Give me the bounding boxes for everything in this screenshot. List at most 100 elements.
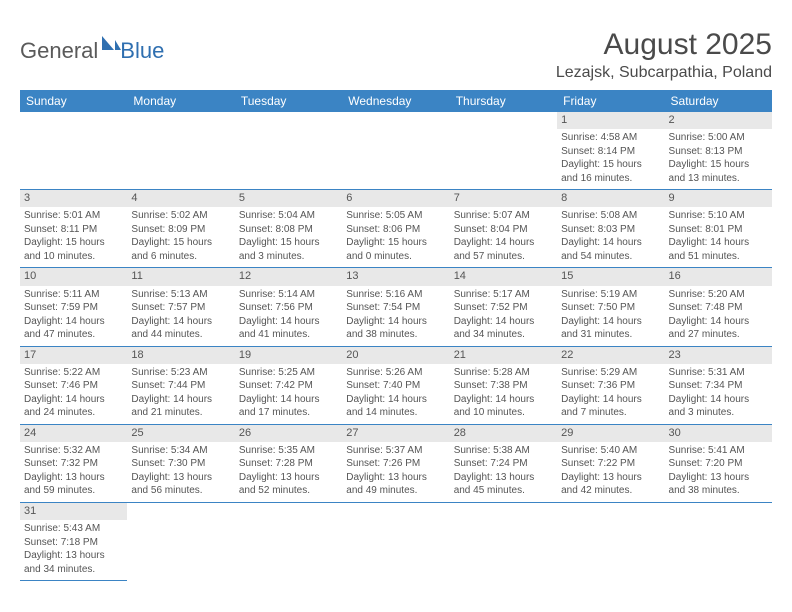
- day-number: 23: [665, 347, 772, 364]
- day-line-sr: Sunrise: 5:01 AM: [24, 209, 123, 223]
- day-line-sr: Sunrise: 5:16 AM: [346, 288, 445, 302]
- day-line-d2: and 34 minutes.: [24, 563, 123, 577]
- day-details: Sunrise: 5:08 AMSunset: 8:03 PMDaylight:…: [557, 207, 664, 267]
- day-line-d1: Daylight: 13 hours: [239, 471, 338, 485]
- calendar-day: 2Sunrise: 5:00 AMSunset: 8:13 PMDaylight…: [665, 112, 772, 190]
- calendar-empty: [127, 112, 234, 190]
- day-line-d2: and 51 minutes.: [669, 250, 768, 264]
- day-line-d2: and 54 minutes.: [561, 250, 660, 264]
- day-line-sr: Sunrise: 5:41 AM: [669, 444, 768, 458]
- day-line-d2: and 3 minutes.: [239, 250, 338, 264]
- day-line-ss: Sunset: 7:42 PM: [239, 379, 338, 393]
- day-line-ss: Sunset: 7:59 PM: [24, 301, 123, 315]
- day-line-d1: Daylight: 14 hours: [454, 393, 553, 407]
- day-line-ss: Sunset: 7:56 PM: [239, 301, 338, 315]
- day-number: 1: [557, 112, 664, 129]
- day-number: 14: [450, 268, 557, 285]
- day-details: Sunrise: 5:11 AMSunset: 7:59 PMDaylight:…: [20, 286, 127, 346]
- day-line-sr: Sunrise: 5:17 AM: [454, 288, 553, 302]
- weekday-header: Wednesday: [342, 90, 449, 112]
- day-number: 12: [235, 268, 342, 285]
- day-line-d1: Daylight: 15 hours: [561, 158, 660, 172]
- calendar-day: 24Sunrise: 5:32 AMSunset: 7:32 PMDayligh…: [20, 424, 127, 502]
- calendar-empty: [235, 502, 342, 580]
- day-line-d1: Daylight: 14 hours: [454, 236, 553, 250]
- day-number: 11: [127, 268, 234, 285]
- day-number: 9: [665, 190, 772, 207]
- day-line-d1: Daylight: 14 hours: [131, 393, 230, 407]
- calendar-empty: [235, 112, 342, 190]
- calendar-day: 31Sunrise: 5:43 AMSunset: 7:18 PMDayligh…: [20, 502, 127, 580]
- calendar-empty: [342, 112, 449, 190]
- calendar-empty: [20, 112, 127, 190]
- day-details: Sunrise: 5:37 AMSunset: 7:26 PMDaylight:…: [342, 442, 449, 502]
- day-line-d1: Daylight: 14 hours: [561, 236, 660, 250]
- day-line-ss: Sunset: 7:32 PM: [24, 457, 123, 471]
- sail-icon: [100, 34, 122, 57]
- day-line-sr: Sunrise: 5:40 AM: [561, 444, 660, 458]
- day-line-ss: Sunset: 7:48 PM: [669, 301, 768, 315]
- day-line-ss: Sunset: 8:06 PM: [346, 223, 445, 237]
- calendar-empty: [450, 112, 557, 190]
- day-line-d2: and 47 minutes.: [24, 328, 123, 342]
- page-title: August 2025: [556, 28, 772, 62]
- calendar-day: 1Sunrise: 4:58 AMSunset: 8:14 PMDaylight…: [557, 112, 664, 190]
- calendar-empty: [665, 502, 772, 580]
- calendar-empty: [342, 502, 449, 580]
- day-line-sr: Sunrise: 5:19 AM: [561, 288, 660, 302]
- day-line-ss: Sunset: 7:30 PM: [131, 457, 230, 471]
- day-number: 29: [557, 425, 664, 442]
- calendar-day: 18Sunrise: 5:23 AMSunset: 7:44 PMDayligh…: [127, 346, 234, 424]
- day-line-sr: Sunrise: 5:02 AM: [131, 209, 230, 223]
- day-line-d1: Daylight: 14 hours: [239, 315, 338, 329]
- calendar-day: 22Sunrise: 5:29 AMSunset: 7:36 PMDayligh…: [557, 346, 664, 424]
- day-line-d1: Daylight: 13 hours: [131, 471, 230, 485]
- day-number: 8: [557, 190, 664, 207]
- day-line-d1: Daylight: 13 hours: [346, 471, 445, 485]
- day-details: Sunrise: 5:17 AMSunset: 7:52 PMDaylight:…: [450, 286, 557, 346]
- day-line-ss: Sunset: 7:22 PM: [561, 457, 660, 471]
- day-line-sr: Sunrise: 5:11 AM: [24, 288, 123, 302]
- day-line-d2: and 45 minutes.: [454, 484, 553, 498]
- day-line-sr: Sunrise: 5:28 AM: [454, 366, 553, 380]
- location: Lezajsk, Subcarpathia, Poland: [556, 64, 772, 82]
- day-line-ss: Sunset: 7:57 PM: [131, 301, 230, 315]
- day-number: 26: [235, 425, 342, 442]
- calendar-day: 6Sunrise: 5:05 AMSunset: 8:06 PMDaylight…: [342, 190, 449, 268]
- day-line-ss: Sunset: 7:26 PM: [346, 457, 445, 471]
- day-number: 31: [20, 503, 127, 520]
- day-number: 2: [665, 112, 772, 129]
- calendar-day: 15Sunrise: 5:19 AMSunset: 7:50 PMDayligh…: [557, 268, 664, 346]
- calendar-week: 31Sunrise: 5:43 AMSunset: 7:18 PMDayligh…: [20, 502, 772, 580]
- day-line-ss: Sunset: 7:18 PM: [24, 536, 123, 550]
- day-line-d2: and 31 minutes.: [561, 328, 660, 342]
- day-line-d1: Daylight: 14 hours: [239, 393, 338, 407]
- day-line-ss: Sunset: 7:38 PM: [454, 379, 553, 393]
- calendar-day: 20Sunrise: 5:26 AMSunset: 7:40 PMDayligh…: [342, 346, 449, 424]
- day-line-d2: and 41 minutes.: [239, 328, 338, 342]
- day-line-sr: Sunrise: 5:25 AM: [239, 366, 338, 380]
- logo-text-general: General: [20, 38, 98, 64]
- day-line-d2: and 6 minutes.: [131, 250, 230, 264]
- day-details: Sunrise: 5:29 AMSunset: 7:36 PMDaylight:…: [557, 364, 664, 424]
- day-details: Sunrise: 5:26 AMSunset: 7:40 PMDaylight:…: [342, 364, 449, 424]
- calendar-day: 5Sunrise: 5:04 AMSunset: 8:08 PMDaylight…: [235, 190, 342, 268]
- day-line-sr: Sunrise: 4:58 AM: [561, 131, 660, 145]
- day-line-sr: Sunrise: 5:26 AM: [346, 366, 445, 380]
- day-line-ss: Sunset: 8:09 PM: [131, 223, 230, 237]
- calendar-day: 7Sunrise: 5:07 AMSunset: 8:04 PMDaylight…: [450, 190, 557, 268]
- day-line-ss: Sunset: 7:52 PM: [454, 301, 553, 315]
- day-number: 18: [127, 347, 234, 364]
- day-line-sr: Sunrise: 5:22 AM: [24, 366, 123, 380]
- day-details: Sunrise: 5:23 AMSunset: 7:44 PMDaylight:…: [127, 364, 234, 424]
- day-line-d1: Daylight: 14 hours: [24, 315, 123, 329]
- day-line-d2: and 10 minutes.: [24, 250, 123, 264]
- day-line-d2: and 14 minutes.: [346, 406, 445, 420]
- day-line-sr: Sunrise: 5:32 AM: [24, 444, 123, 458]
- calendar-week: 3Sunrise: 5:01 AMSunset: 8:11 PMDaylight…: [20, 190, 772, 268]
- day-details: Sunrise: 4:58 AMSunset: 8:14 PMDaylight:…: [557, 129, 664, 189]
- day-details: Sunrise: 5:14 AMSunset: 7:56 PMDaylight:…: [235, 286, 342, 346]
- calendar-day: 14Sunrise: 5:17 AMSunset: 7:52 PMDayligh…: [450, 268, 557, 346]
- day-number: 4: [127, 190, 234, 207]
- day-line-sr: Sunrise: 5:07 AM: [454, 209, 553, 223]
